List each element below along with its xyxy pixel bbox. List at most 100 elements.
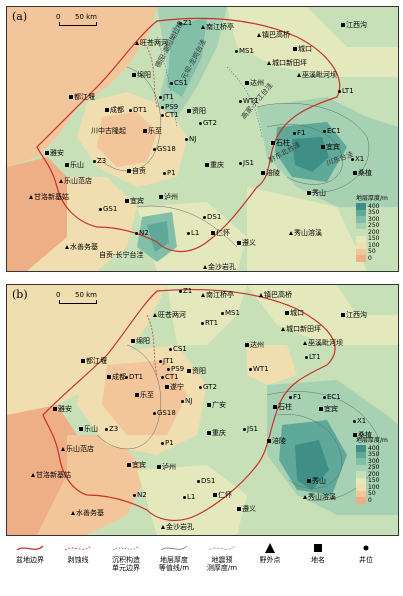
place-label: 成都 — [112, 373, 126, 381]
colorbar-row: 50 — [356, 490, 394, 497]
colorbar-row: 300 — [356, 216, 394, 223]
place-label: 乐山 — [70, 161, 84, 169]
place-label: DS1 — [207, 213, 222, 221]
place-label: X1 — [355, 155, 365, 163]
place-label: GT2 — [203, 119, 217, 127]
place-marker: 宜宾 — [127, 461, 146, 469]
place-marker: 金沙岩孔 — [203, 263, 236, 271]
place-marker: JS1 — [239, 159, 254, 167]
well-dot-icon — [161, 375, 164, 379]
colorbar-swatch — [356, 255, 366, 262]
place-marker: 甘洛新基姑 — [31, 471, 71, 479]
place-square-icon — [81, 359, 85, 363]
place-label: 仁怀 — [216, 229, 230, 237]
place-marker: 泸州 — [159, 193, 178, 201]
outcrop-triangle-icon — [31, 473, 35, 477]
colorbar-value: 200 — [368, 228, 380, 236]
place-label: P1 — [167, 169, 176, 177]
place-label: CT1 — [165, 373, 179, 381]
well-dot-icon — [170, 81, 173, 85]
place-marker: DT1 — [125, 373, 143, 381]
place-marker: 自贡 — [127, 167, 146, 175]
colorbar-value: 100 — [368, 483, 380, 491]
place-label: 城口 — [290, 309, 304, 317]
colorbar-value: 250 — [368, 464, 380, 472]
place-marker: 江西沟 — [341, 21, 367, 29]
place-label: JT1 — [163, 357, 174, 365]
place-label: 宜宾 — [326, 143, 340, 151]
place-marker: P1 — [161, 439, 174, 447]
well-dot-icon — [163, 171, 166, 175]
place-marker: 成都 — [107, 373, 126, 381]
place-label: 雅安 — [50, 149, 64, 157]
place-label: 乐山范店 — [64, 177, 92, 185]
place-marker: CS1 — [170, 79, 188, 87]
place-marker: X1 — [353, 417, 366, 425]
place-square-icon — [267, 439, 271, 443]
colorbar-row: 250 — [356, 464, 394, 472]
well-dot-icon — [239, 99, 242, 103]
place-label: 遂宁 — [170, 383, 184, 391]
place-square-icon — [127, 169, 131, 173]
place-marker: F1 — [293, 129, 305, 137]
well-dot-icon — [161, 105, 164, 109]
well-dot-icon — [169, 347, 172, 351]
outcrop-triangle-icon — [153, 313, 157, 317]
place-marker: LT1 — [338, 87, 354, 95]
well-dot-icon — [323, 395, 326, 399]
place-label: 水善务基 — [70, 243, 98, 251]
colorbar-value: 250 — [368, 222, 380, 230]
place-marker: 巫溪毗河坝 — [297, 71, 337, 79]
place-marker: 自贡-长宁台洼 — [99, 251, 144, 259]
well-dot-icon — [161, 441, 164, 445]
place-label: WT1 — [253, 365, 269, 373]
legend-sedimentary-unit-boundary: 沉积构造 单元边界 — [102, 540, 150, 572]
place-label: JS1 — [243, 159, 254, 167]
colorbar-value: 100 — [368, 241, 380, 249]
place-marker: DS1 — [203, 213, 221, 221]
well-dot-icon — [135, 231, 138, 235]
legend-well-location: 井位 — [342, 540, 390, 564]
place-marker: 绵阳 — [132, 71, 151, 79]
colorbar-swatch — [356, 477, 366, 484]
place-marker: 重庆 — [207, 429, 226, 437]
place-label: 绵阳 — [136, 337, 150, 345]
place-label: L1 — [191, 229, 200, 237]
place-marker: 资阳 — [187, 367, 206, 375]
place-square-icon — [131, 339, 135, 343]
place-label: EC1 — [327, 127, 341, 135]
place-label: LT1 — [342, 87, 354, 95]
place-marker: 仁怀 — [213, 491, 232, 499]
place-marker: 乐至 — [143, 127, 162, 135]
colorbar-swatch — [356, 471, 366, 478]
place-label: RT1 — [205, 319, 219, 327]
place-marker: 江西沟 — [341, 311, 367, 319]
place-marker: 南江桥亭 — [201, 23, 234, 31]
place-marker: 秀山 — [307, 477, 326, 485]
colorbar-value: 200 — [368, 470, 380, 478]
place-label: DT1 — [133, 106, 148, 114]
place-marker: 秀山溶溪 — [303, 493, 336, 501]
place-square-icon — [353, 171, 357, 175]
place-marker: JS1 — [243, 425, 258, 433]
place-label: 乐山范店 — [66, 445, 94, 453]
well-dot-icon — [353, 419, 356, 423]
colorbar-value: 400 — [368, 202, 380, 210]
panel-a-colorbar: 地层厚度/m 400 350 300 250 200 150 100 50 0 — [356, 193, 394, 262]
place-square-icon — [207, 431, 211, 435]
place-marker: GS18 — [153, 409, 176, 417]
place-label: F1 — [297, 129, 306, 137]
place-label: GS1 — [103, 205, 118, 213]
colorbar-row: 0 — [356, 497, 394, 504]
legend-label: 井位 — [359, 556, 373, 564]
well-dot-icon — [199, 385, 202, 389]
place-label: Z3 — [97, 157, 107, 165]
place-label: 城口新田坪 — [272, 59, 307, 67]
place-marker: 城口新田坪 — [281, 325, 321, 333]
outcrop-triangle-icon — [71, 511, 75, 515]
outcrop-triangle-icon — [161, 525, 165, 529]
colorbar-value: 150 — [368, 235, 380, 243]
place-label: GS18 — [157, 409, 176, 417]
outcrop-triangle-icon — [303, 495, 307, 499]
place-marker: CT1 — [161, 373, 179, 381]
